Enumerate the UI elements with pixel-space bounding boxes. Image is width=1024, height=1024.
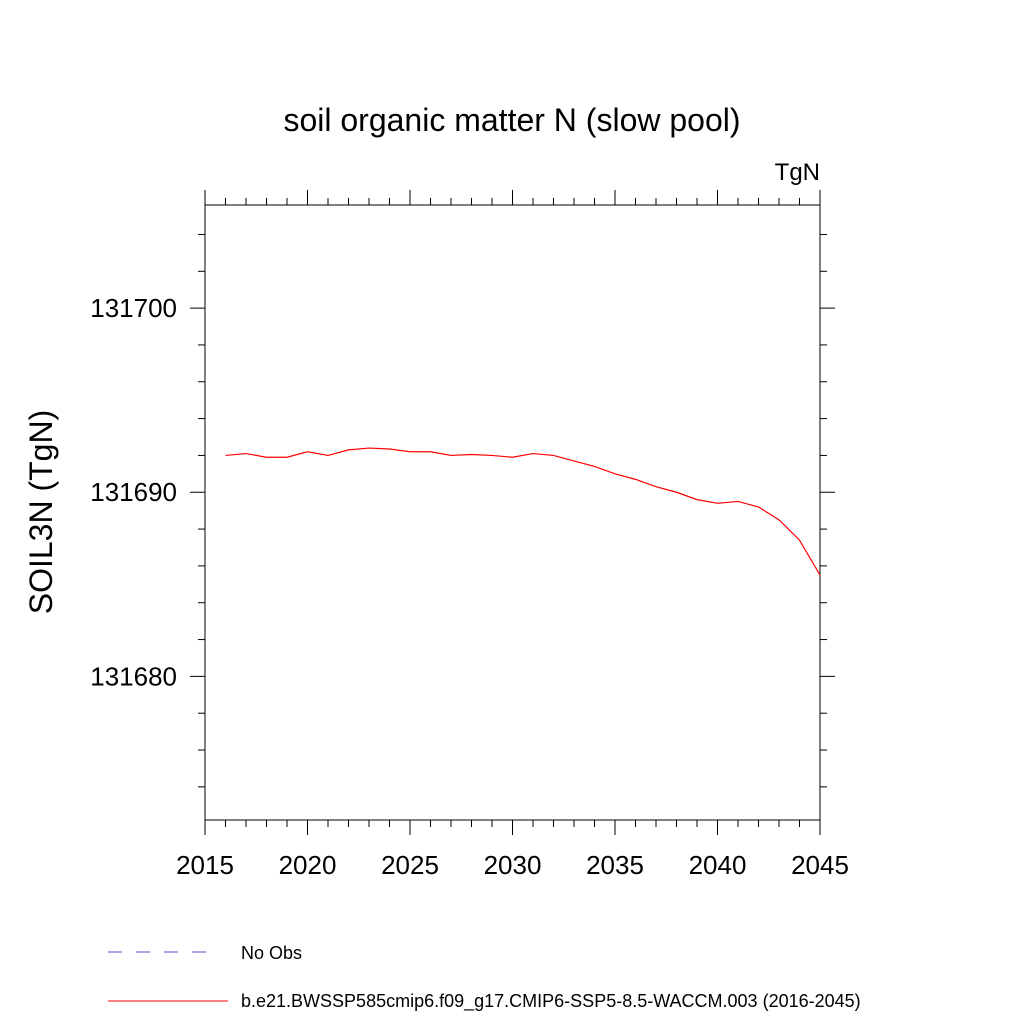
x-tick-label: 2020	[279, 850, 337, 880]
x-tick-label: 2040	[689, 850, 747, 880]
plot-frame	[204, 204, 821, 821]
legend-label-no-obs: No Obs	[241, 943, 302, 963]
x-tick-label: 2015	[176, 850, 234, 880]
x-tick-label: 2025	[381, 850, 439, 880]
x-tick-label: 2045	[791, 850, 849, 880]
series-line-1	[225, 447, 821, 576]
plot-area: 2015 2020 2025 2030 2035 2040 2045 131680 131690…	[90, 190, 849, 880]
y-tick-label: 131700	[90, 293, 177, 323]
y-axis-label: SOIL3N (TgN)	[23, 410, 59, 614]
y-tick-label: 131690	[90, 477, 177, 507]
chart-title: soil organic matter N (slow pool)	[283, 102, 740, 138]
y-tick-label: 131680	[90, 661, 177, 691]
units-label: TgN	[775, 159, 820, 186]
x-tick-label: 2030	[484, 850, 542, 880]
x-tick-label: 2035	[586, 850, 644, 880]
legend-label-model: b.e21.BWSSP585cmip6.f09_g17.CMIP6-SSP5-8…	[241, 991, 861, 1012]
